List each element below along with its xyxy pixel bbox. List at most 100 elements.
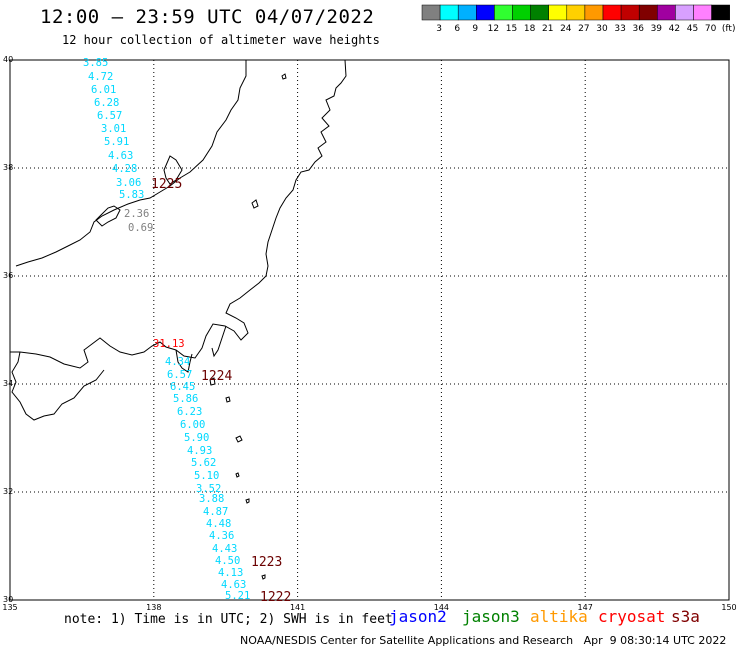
map-frame: [9, 59, 730, 601]
wave-reading: 3.85: [83, 57, 108, 69]
wave-reading: 6.00: [180, 419, 205, 431]
scale-swatch: [494, 4, 513, 21]
island-izu-1: [209, 377, 216, 386]
island-izu-3: [235, 435, 243, 443]
wave-reading: 4.63: [108, 150, 133, 162]
legend-jason3: jason3: [462, 607, 520, 626]
scale-label: 24: [560, 24, 572, 34]
scale-label: 42: [669, 24, 680, 34]
lat-label: 38: [3, 163, 13, 172]
noto-peninsula: [95, 205, 121, 227]
scale-label: 33: [614, 24, 625, 34]
color-scale: 3 6 9 12 15 18 21 24 27 30 33 36 39 42 45 70 (ft): [421, 4, 736, 34]
wave-reading: 6.01: [91, 84, 116, 96]
lat-label: 36: [3, 271, 13, 280]
island-oshima: [281, 73, 287, 80]
wave-reading: 3.06: [116, 177, 141, 189]
scale-label: 6: [454, 24, 460, 34]
wave-reading: 4.50: [215, 555, 240, 567]
wave-reading: 4.93: [187, 445, 212, 457]
lon-label: 147: [578, 603, 593, 612]
sado-island: [163, 155, 183, 185]
wave-height-readings: 3.854.726.016.286.573.015.914.634.283.06…: [83, 57, 250, 602]
wave-reading: 5.21: [225, 590, 250, 602]
kii-peninsula: [11, 351, 105, 421]
wave-reading: 6.28: [94, 97, 119, 109]
wave-reading: 5.83: [119, 189, 144, 201]
island-izu-6: [261, 574, 266, 580]
scale-label: 21: [542, 24, 553, 34]
scale-label: 15: [506, 24, 517, 34]
wave-reading: 5.91: [104, 136, 129, 148]
wave-reading: 0.69: [128, 222, 153, 234]
wave-reading: 4.63: [221, 579, 246, 591]
wave-reading: 4.43: [212, 543, 237, 555]
scale-swatch: [693, 4, 712, 21]
wave-reading: 6.57: [167, 369, 192, 381]
scale-label: 39: [651, 24, 663, 34]
scale-label: 70: [705, 24, 717, 34]
legend-altika: altika: [530, 607, 588, 626]
scale-label: 3: [436, 24, 442, 34]
lat-label: 40: [3, 55, 13, 64]
pass-time: 1222: [260, 590, 291, 605]
lon-label: 138: [146, 603, 161, 612]
wave-reading: 4.72: [88, 71, 113, 83]
wave-reading: 5.86: [173, 393, 198, 405]
pass-time-labels: 1225 1224 1223 1222: [151, 177, 291, 605]
wave-reading: 4.34: [165, 356, 190, 368]
scale-swatch: [620, 4, 640, 21]
lat-label: 30: [3, 595, 13, 604]
scale-swatch: [584, 4, 604, 21]
latitude-labels: 40 38 36 34 32 30: [3, 55, 13, 604]
boso-peninsula: [211, 325, 227, 358]
wave-reading: 4.28: [112, 163, 137, 175]
wave-reading: 6.45: [170, 381, 195, 393]
scale-swatch: [566, 4, 586, 21]
scale-swatch: [421, 4, 441, 21]
wave-reading: 5.62: [191, 457, 216, 469]
wave-reading: 3.01: [101, 123, 126, 135]
scale-swatch: [439, 4, 459, 21]
map-border: [9, 59, 730, 601]
scale-label: 45: [687, 24, 698, 34]
legend-jason2: jason2: [389, 607, 447, 626]
wave-reading: 6.57: [97, 110, 122, 122]
lat-label: 34: [3, 379, 13, 388]
wave-reading: 3.52: [196, 483, 221, 495]
scale-swatch: [711, 4, 730, 21]
wave-reading: 5.90: [184, 432, 209, 444]
scale-label: 27: [578, 24, 589, 34]
wave-reading: 3.88: [199, 493, 224, 505]
wave-reading: 6.23: [177, 406, 202, 418]
scale-swatch: [476, 4, 495, 21]
scale-swatch: [512, 4, 531, 21]
legend-s3a: s3a: [671, 607, 700, 626]
scale-label: 30: [596, 24, 608, 34]
pass-time: 1223: [251, 555, 282, 570]
wave-reading: 31.13: [153, 338, 185, 350]
wave-reading: 4.87: [203, 506, 228, 518]
lon-label: 141: [290, 603, 305, 612]
scale-label: 36: [632, 24, 644, 34]
legend-cryosat: cryosat: [598, 607, 666, 626]
scale-swatch: [638, 4, 658, 21]
page-title: 12:00 – 23:59 UTC 04/07/2022: [40, 6, 375, 28]
page-subtitle: 12 hour collection of altimeter wave hei…: [62, 33, 380, 47]
scale-label: 18: [524, 24, 536, 34]
wave-reading: 4.13: [218, 567, 243, 579]
footer-note: note: 1) Time is in UTC; 2) SWH is in fe…: [64, 612, 393, 627]
lat-label: 32: [3, 487, 13, 496]
coastline: [10, 59, 347, 580]
pass-time: 1225: [151, 177, 182, 192]
island-oki: [251, 199, 259, 209]
scale-swatch: [657, 4, 676, 21]
lon-label: 135: [2, 603, 17, 612]
scale-label: (ft): [722, 24, 736, 34]
scale-label: 9: [472, 24, 478, 34]
wave-reading: 4.36: [209, 530, 234, 542]
honshu-coast-west: [15, 60, 247, 267]
scale-label: 12: [488, 24, 499, 34]
pass-time: 1224: [201, 369, 232, 384]
